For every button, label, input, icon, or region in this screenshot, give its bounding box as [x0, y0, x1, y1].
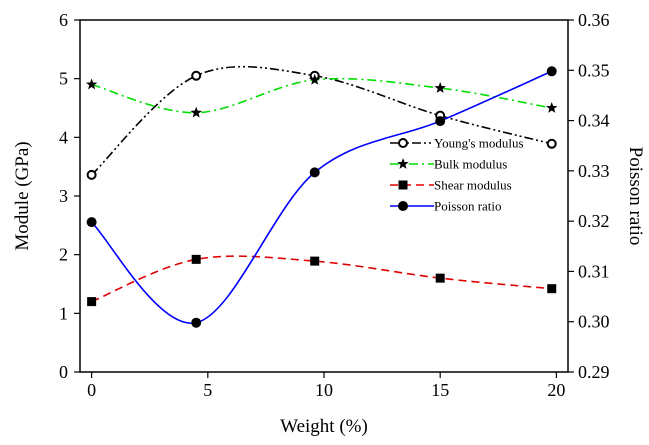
- y-right-tick-label: 0.34: [578, 111, 610, 131]
- legend-label: Poisson ratio: [434, 199, 502, 214]
- y-left-tick-label: 5: [59, 69, 68, 89]
- y-left-tick-label: 6: [59, 10, 68, 30]
- y-right-tick-label: 0.31: [578, 261, 610, 281]
- legend-swatch-marker: [397, 158, 409, 169]
- data-point-marker: [435, 273, 445, 283]
- data-point-marker: [434, 82, 446, 93]
- series-line-1: [91, 77, 552, 114]
- y-right-tick-label: 0.32: [578, 211, 610, 231]
- data-point-marker: [309, 73, 321, 85]
- series-line-3: [91, 70, 553, 324]
- y-right-tick-label: 0.35: [578, 60, 610, 80]
- y-left-tick-label: 1: [59, 303, 68, 323]
- y-axis-left-title: Module (GPa): [12, 141, 33, 250]
- data-point-marker: [310, 256, 320, 266]
- legend-swatch-marker: [398, 180, 408, 190]
- y-left-tick-label: 3: [59, 186, 68, 206]
- series-lines: [91, 65, 553, 324]
- data-point-marker: [87, 297, 97, 307]
- y-left-tick-label: 2: [59, 245, 68, 265]
- data-point-marker: [191, 317, 202, 328]
- x-tick-label: 0: [87, 380, 96, 400]
- y-axis-right-title: Poisson ratio: [625, 147, 646, 246]
- y-left-tick-label: 0: [59, 362, 68, 382]
- legend-swatch-marker: [398, 201, 408, 211]
- legend-label: Bulk modulus: [434, 157, 507, 172]
- x-tick-label: 20: [547, 380, 565, 400]
- plot-frame: [79, 19, 569, 373]
- data-point-marker: [547, 284, 557, 294]
- x-tick-label: 15: [431, 380, 449, 400]
- series-line-2: [91, 255, 552, 303]
- y-right-tick-label: 0.36: [578, 10, 610, 30]
- legend-label: Shear modulus: [434, 178, 512, 193]
- y-left-tick-label: 4: [59, 127, 68, 147]
- data-point-marker: [190, 106, 202, 118]
- y-right-tick-label: 0.33: [578, 161, 610, 181]
- data-point-marker: [191, 70, 202, 81]
- data-point-marker: [86, 217, 97, 228]
- series-markers: [85, 66, 558, 328]
- x-tick-label: 5: [203, 380, 212, 400]
- data-point-marker: [546, 102, 558, 113]
- legend-label: Young's modulus: [434, 136, 524, 151]
- data-point-marker: [85, 78, 98, 90]
- x-axis-title: Weight (%): [280, 416, 368, 437]
- legend-swatch-marker: [398, 138, 408, 148]
- x-tick-label: 10: [315, 380, 333, 400]
- y-right-tick-label: 0.29: [578, 362, 610, 382]
- data-point-marker: [86, 169, 97, 180]
- data-point-marker: [546, 66, 557, 77]
- data-point-marker: [546, 138, 557, 149]
- data-point-marker: [309, 167, 320, 178]
- y-right-tick-label: 0.30: [578, 312, 610, 332]
- axis-ticks: 0 5 10 15 20 0 1 2 3 4 5 6 0.29 0.30 0.31 0.32 0.33 0.34 0…: [59, 10, 610, 400]
- data-point-marker: [191, 254, 201, 264]
- legend: Young's modulus Bulk modulus Shear modulus…: [390, 136, 524, 214]
- data-point-marker: [435, 116, 446, 127]
